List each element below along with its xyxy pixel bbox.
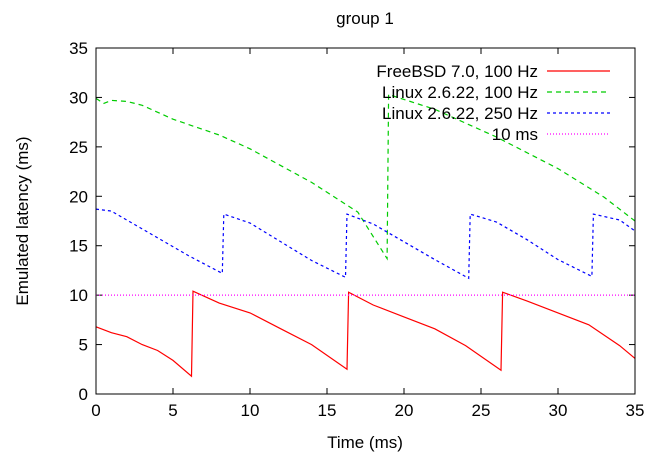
x-tick-label: 10: [241, 401, 260, 420]
x-tick-label: 0: [91, 401, 100, 420]
x-tick-label: 20: [395, 401, 414, 420]
chart-title: group 1: [336, 9, 394, 28]
x-tick-label: 30: [549, 401, 568, 420]
x-tick-label: 25: [472, 401, 491, 420]
chart-legend: FreeBSD 7.0, 100 Hz Linux 2.6.22, 100 Hz L…: [376, 62, 610, 144]
y-tick-label: 5: [79, 336, 88, 355]
legend-label-1: Linux 2.6.22, 100 Hz: [382, 83, 538, 102]
y-axis-label: Emulated latency (ms): [13, 136, 32, 305]
y-tick-label: 25: [69, 138, 88, 157]
x-axis-label: Time (ms): [327, 433, 403, 452]
x-tick-label: 5: [168, 401, 177, 420]
y-tick-label: 10: [69, 286, 88, 305]
axis-ticks: 0 5 10 15 20 25 30 35 0 5 10 15 20 25 30 35: [69, 39, 644, 420]
x-tick-label: 15: [318, 401, 337, 420]
legend-label-0: FreeBSD 7.0, 100 Hz: [376, 62, 538, 81]
series-line-1: [95, 93, 636, 261]
plot-frame: [95, 47, 636, 395]
legend-label-2: Linux 2.6.22, 250 Hz: [382, 104, 538, 123]
y-tick-label: 15: [69, 237, 88, 256]
series-line-2: [95, 208, 636, 280]
y-tick-label: 20: [69, 187, 88, 206]
series-line-0: [95, 290, 636, 378]
series-lines: [95, 93, 636, 378]
y-tick-label: 30: [69, 88, 88, 107]
y-tick-label: 0: [79, 385, 88, 404]
y-tick-label: 35: [69, 39, 88, 58]
x-tick-label: 35: [626, 401, 645, 420]
legend-label-3: 10 ms: [492, 125, 538, 144]
